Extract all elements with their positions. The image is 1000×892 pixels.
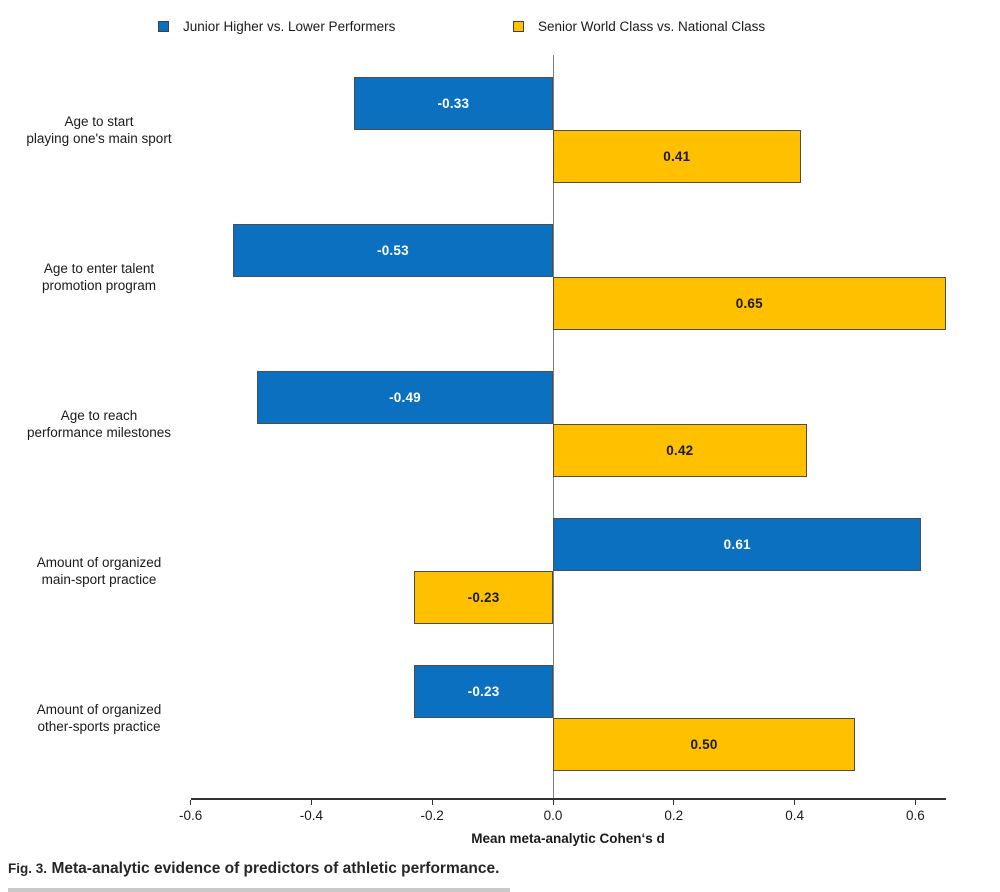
- bar-senior: 0.42: [553, 423, 807, 477]
- category-label: Age to reach performance milestones: [26, 407, 172, 440]
- x-axis-tick: [190, 800, 192, 805]
- x-axis-tick: [914, 800, 916, 805]
- x-axis-tick-label: -0.2: [420, 808, 444, 823]
- x-axis-title: Mean meta-analytic Cohen‘s d: [471, 831, 665, 846]
- legend-item-junior: Junior Higher vs. Lower Performers: [158, 15, 395, 37]
- legend-label-junior: Junior Higher vs. Lower Performers: [183, 18, 396, 34]
- x-axis-tick: [552, 800, 554, 805]
- legend-swatch-blue-icon: [158, 20, 169, 32]
- bar-value-label: 0.65: [735, 295, 763, 311]
- x-axis-tick-label: 0.6: [906, 808, 925, 823]
- bar-senior: 0.41: [553, 129, 801, 183]
- x-axis-tick: [431, 800, 433, 805]
- bar-value-label: -0.23: [467, 589, 500, 605]
- bar-value-label: -0.53: [377, 242, 409, 258]
- cropped-next-line: [8, 888, 510, 892]
- x-axis-tick: [794, 800, 796, 805]
- bar-value-label: 0.41: [663, 148, 691, 164]
- x-axis-tick: [310, 800, 312, 805]
- category-label: Age to enter talent promotion program: [41, 260, 157, 293]
- figure-number: Fig. 3.: [8, 861, 48, 876]
- bar-junior: -0.53: [232, 223, 553, 277]
- bar-senior: 0.50: [553, 717, 855, 771]
- bar-junior: -0.33: [353, 76, 553, 130]
- x-axis-tick-label: 0.2: [664, 808, 684, 823]
- bar-senior: -0.23: [414, 570, 553, 624]
- x-axis-tick-label: 0.0: [543, 808, 563, 823]
- bar-value-label: 0.42: [666, 442, 694, 458]
- figure-caption: Fig. 3. Meta-analytic evidence of predic…: [8, 860, 988, 878]
- bar-junior: -0.23: [414, 664, 553, 718]
- x-axis-tick-label: -0.6: [178, 808, 203, 823]
- x-axis-tick-label: -0.4: [299, 808, 324, 823]
- category-label: Age to start playing one's main sport: [26, 113, 172, 146]
- x-axis-tick-label: 0.4: [785, 808, 804, 823]
- bar-senior: 0.65: [553, 276, 946, 330]
- legend-item-senior: Senior World Class vs. National Class: [513, 15, 765, 37]
- category-label: Amount of organized main-sport practice: [36, 554, 162, 587]
- x-axis-line: [190, 798, 946, 800]
- bar-value-label: -0.23: [467, 683, 500, 699]
- category-label: Amount of organized other-sports practic…: [36, 701, 162, 734]
- bar-value-label: -0.33: [437, 95, 470, 111]
- bar-junior: 0.61: [553, 517, 922, 571]
- legend-swatch-yellow-icon: [513, 20, 524, 32]
- bar-value-label: -0.49: [389, 389, 421, 405]
- figure-caption-text: Meta-analytic evidence of predictors of …: [51, 860, 500, 877]
- bar-value-label: 0.61: [723, 536, 751, 552]
- x-axis-tick: [673, 800, 675, 805]
- legend-label-senior: Senior World Class vs. National Class: [538, 18, 766, 34]
- bar-junior: -0.49: [257, 370, 553, 424]
- bar-value-label: 0.50: [690, 736, 718, 752]
